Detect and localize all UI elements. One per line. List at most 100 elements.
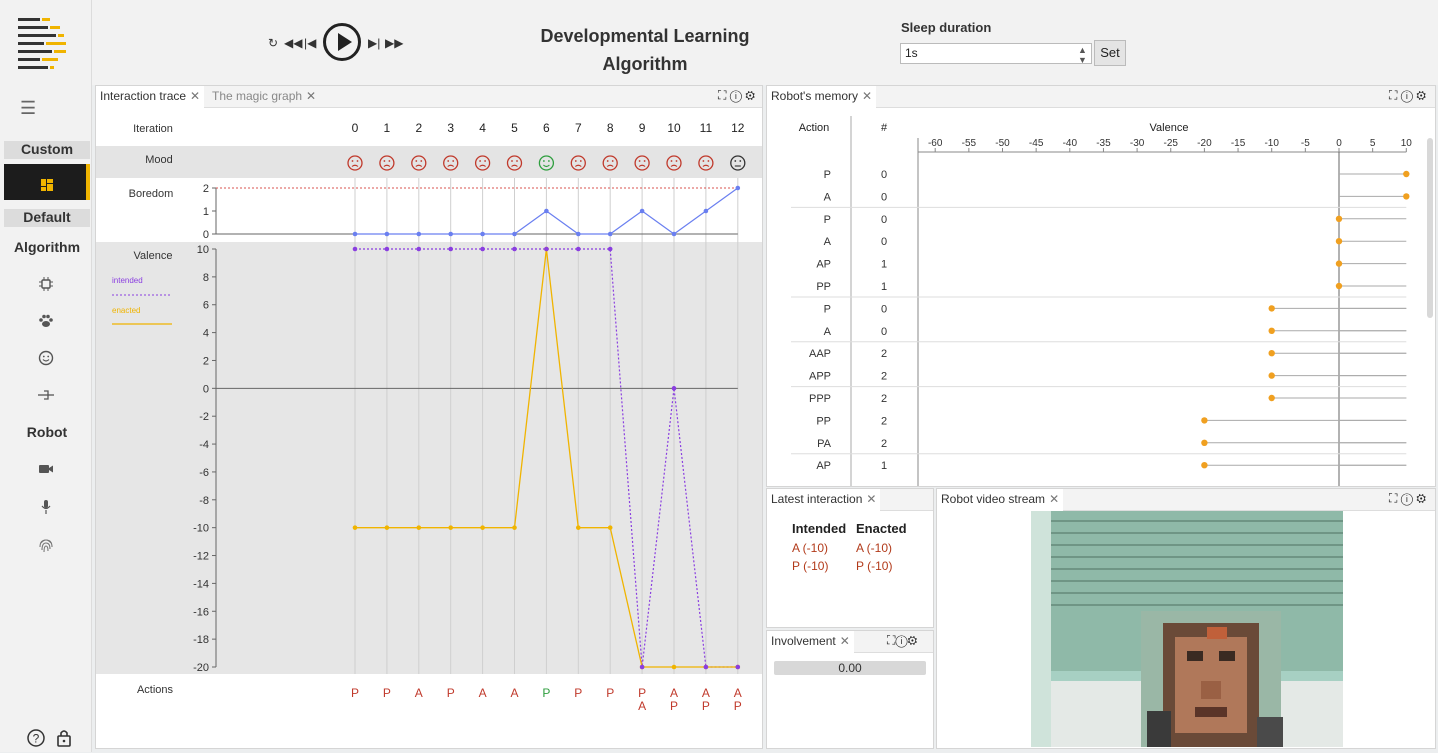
sleep-duration-input[interactable]: 1s <box>900 43 1092 64</box>
tab-magic-graph[interactable]: The magic graph ✕ <box>208 86 320 108</box>
memory-valence-point <box>1201 417 1208 424</box>
close-icon[interactable]: ✕ <box>839 634 850 648</box>
fullscreen-icon[interactable]: ⛶ <box>1389 88 1398 102</box>
lock-icon[interactable] <box>56 728 72 753</box>
fingerprint-icon[interactable] <box>36 536 56 556</box>
memory-x-tick: -40 <box>1063 138 1078 149</box>
sidebar: ☰ Custom Default Algorithm Robot ? <box>0 0 92 752</box>
iteration-number: 0 <box>352 121 359 135</box>
camera-icon[interactable] <box>36 462 56 482</box>
memory-panel: Robot's memory ✕ ⛶ ⓘ ⚙ Action # Valence -60 -… <box>766 85 1436 487</box>
set-button[interactable]: Set <box>1094 40 1126 66</box>
tab-label: Interaction trace <box>100 89 187 103</box>
intended-point <box>735 664 741 670</box>
info-icon[interactable]: ⓘ <box>895 633 908 647</box>
sad-face-icon <box>347 155 363 171</box>
gear-icon[interactable]: ⚙ <box>1416 88 1427 102</box>
step-forward-icon[interactable]: ▶| <box>368 36 381 50</box>
memory-action-cell: P <box>824 214 831 226</box>
memory-count-cell: 2 <box>881 371 887 383</box>
memory-action-cell: A <box>824 326 832 338</box>
close-icon[interactable]: ✕ <box>1049 492 1060 506</box>
tab-involvement[interactable]: Involvement ✕ <box>767 631 854 653</box>
memory-action-cell: PP <box>816 281 831 293</box>
intended-point <box>639 664 645 670</box>
latest-intended-cell: A (-10) <box>792 541 829 555</box>
close-icon[interactable]: ✕ <box>190 89 201 103</box>
plug-icon[interactable] <box>36 388 56 408</box>
memory-valence-point <box>1201 439 1208 446</box>
rewind-icon[interactable]: ◀◀ <box>284 36 303 50</box>
spinner-icon[interactable]: ▲ ▼ <box>1078 45 1087 65</box>
action-label: P <box>542 686 550 700</box>
panel-icons: ⛶ ⓘ ⚙ <box>1389 491 1426 506</box>
memory-action-cell: PA <box>817 438 832 450</box>
iteration-number: 3 <box>447 121 454 135</box>
boredom-tick: 1 <box>203 206 209 218</box>
gear-icon[interactable]: ⚙ <box>1416 491 1427 505</box>
tab-robots-memory[interactable]: Robot's memory ✕ <box>767 86 877 108</box>
action-label: A <box>479 686 487 700</box>
valence-tick: -14 <box>193 578 209 590</box>
involvement-progress: 0.00 <box>774 661 926 675</box>
memory-count-cell: 1 <box>881 460 887 472</box>
boredom-point <box>671 231 677 237</box>
iteration-number: 9 <box>639 121 646 135</box>
memory-x-tick: -30 <box>1130 138 1145 149</box>
tab-interaction-trace[interactable]: Interaction trace ✕ <box>96 86 205 108</box>
memory-action-cell: AAP <box>809 348 831 360</box>
memory-x-tick: -45 <box>1029 138 1044 149</box>
tab-latest-interaction[interactable]: Latest interaction ✕ <box>767 489 881 511</box>
paw-icon[interactable] <box>36 314 56 334</box>
gear-icon[interactable]: ⚙ <box>907 633 918 647</box>
memory-tabbar: Robot's memory ✕ ⛶ ⓘ ⚙ <box>767 86 1435 108</box>
boredom-point <box>639 208 645 214</box>
memory-count-cell: 1 <box>881 259 887 271</box>
custom-dashboard-button[interactable] <box>4 164 90 200</box>
memory-x-tick: 10 <box>1401 138 1413 149</box>
fullscreen-icon[interactable]: ⛶ <box>718 88 727 102</box>
intended-point <box>512 246 517 252</box>
help-icon[interactable]: ? <box>26 728 46 753</box>
enacted-point <box>448 525 454 530</box>
chip-icon[interactable] <box>36 277 56 297</box>
iteration-number: 11 <box>700 121 713 135</box>
reset-icon[interactable]: ↻ <box>268 36 279 50</box>
close-icon[interactable]: ✕ <box>306 89 317 103</box>
intended-point <box>576 246 581 252</box>
boredom-label: Boredom <box>129 188 174 200</box>
sad-face-icon <box>506 155 523 171</box>
close-icon[interactable]: ✕ <box>866 492 877 506</box>
involvement-tabbar: Involvement ✕ ⛶ⓘ⚙ <box>767 631 933 653</box>
gear-icon[interactable]: ⚙ <box>745 88 756 102</box>
microphone-icon[interactable] <box>36 499 56 519</box>
close-icon[interactable]: ✕ <box>861 89 873 103</box>
memory-action-cell: APP <box>809 371 831 383</box>
menu-icon[interactable]: ☰ <box>20 98 37 118</box>
action-label: A <box>415 686 423 700</box>
valence-tick: 6 <box>203 300 209 312</box>
memory-action-cell: A <box>824 191 832 203</box>
intended-point <box>671 386 677 391</box>
fast-forward-icon[interactable]: ▶▶ <box>385 36 404 50</box>
action-label: P <box>606 686 614 700</box>
fullscreen-icon[interactable]: ⛶ <box>1389 491 1398 505</box>
step-back-icon[interactable]: |◀ <box>304 36 317 50</box>
valence-tick: 4 <box>203 328 209 340</box>
involvement-panel: Involvement ✕ ⛶ⓘ⚙ 0.00 <box>766 630 934 749</box>
memory-x-tick: -20 <box>1197 138 1212 149</box>
info-icon[interactable]: ⓘ <box>729 88 742 102</box>
sad-face-icon <box>698 155 714 171</box>
tab-robot-video-stream[interactable]: Robot video stream ✕ <box>937 489 1064 511</box>
play-button[interactable] <box>323 23 361 61</box>
action-label: P <box>734 699 742 713</box>
info-icon[interactable]: ⓘ <box>1400 88 1413 102</box>
smiley-icon[interactable] <box>36 350 56 370</box>
sad-face-icon <box>570 155 586 171</box>
memory-valence-point <box>1268 350 1275 357</box>
boredom-point <box>448 231 454 237</box>
fullscreen-icon[interactable]: ⛶ <box>887 633 896 647</box>
info-icon[interactable]: ⓘ <box>1400 491 1413 505</box>
intended-point <box>352 246 358 252</box>
iteration-number: 5 <box>511 121 518 135</box>
